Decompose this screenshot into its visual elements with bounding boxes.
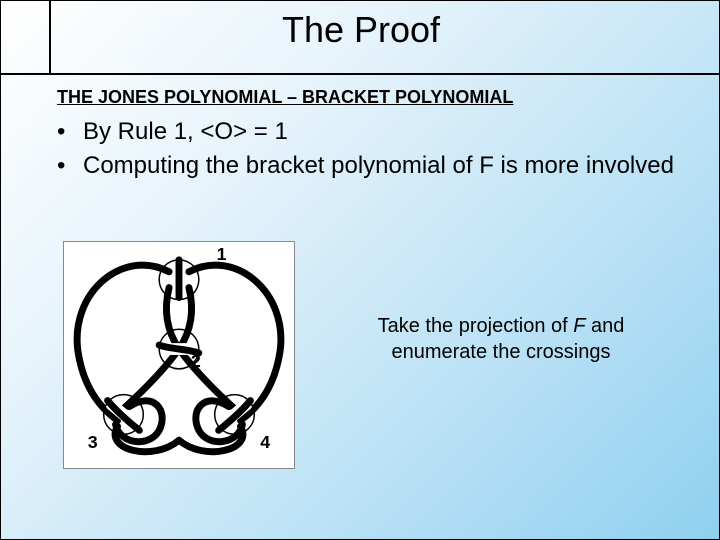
list-item: • By Rule 1, <O> = 1 <box>57 117 677 147</box>
svg-text:3: 3 <box>88 432 98 452</box>
bullet-text: Computing the bracket polynomial of F is… <box>83 151 674 181</box>
vertical-divider <box>49 1 51 73</box>
svg-text:1: 1 <box>217 244 227 264</box>
title-region: The Proof <box>1 1 720 73</box>
caption-line1: Take the projection of F and <box>378 315 625 337</box>
section-subtitle: THE JONES POLYNOMIAL – BRACKET POLYNOMIA… <box>57 87 513 108</box>
bullet-icon: • <box>57 117 83 147</box>
svg-text:2: 2 <box>191 351 201 371</box>
knot-diagram-svg: 1 2 3 4 <box>64 242 294 468</box>
bullet-list: • By Rule 1, <O> = 1 • Computing the bra… <box>57 117 677 185</box>
caption-line2: enumerate the crossings <box>391 341 610 363</box>
bullet-icon: • <box>57 151 83 181</box>
page-title: The Proof <box>1 9 720 51</box>
figure-caption: Take the projection of F and enumerate t… <box>321 313 681 365</box>
knot-diagram-figure: 1 2 3 4 <box>63 241 295 469</box>
svg-text:4: 4 <box>260 432 270 452</box>
horizontal-divider <box>1 73 719 75</box>
slide: The Proof THE JONES POLYNOMIAL – BRACKET… <box>0 0 720 540</box>
bullet-text: By Rule 1, <O> = 1 <box>83 117 288 147</box>
list-item: • Computing the bracket polynomial of F … <box>57 151 677 181</box>
